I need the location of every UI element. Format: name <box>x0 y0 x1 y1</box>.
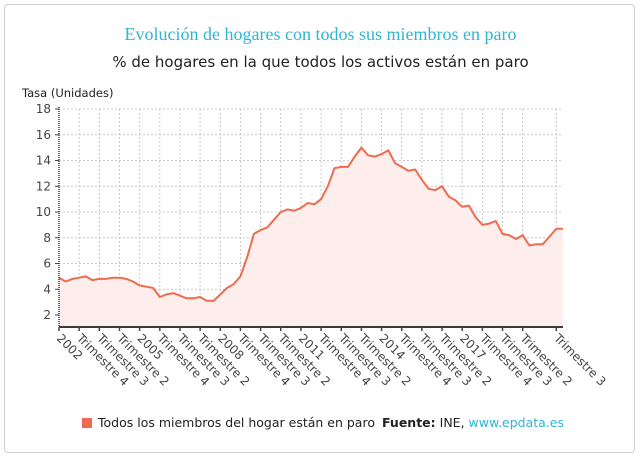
y-tick-label: 10 <box>36 205 51 219</box>
source-label: Fuente: <box>382 415 436 430</box>
y-tick-label: 18 <box>36 102 51 116</box>
y-tick-label: 4 <box>43 282 51 296</box>
series-area <box>59 147 563 327</box>
series-line <box>58 146 563 302</box>
chart-title: Evolución de hogares con todos sus miemb… <box>124 24 517 44</box>
chart-subtitle: % de hogares en la que todos los activos… <box>112 53 529 71</box>
y-tick-label: 12 <box>36 179 51 193</box>
y-tick-label: 16 <box>36 128 51 142</box>
y-axis-label: Tasa (Unidades) <box>22 86 114 100</box>
y-tick-label: 2 <box>43 308 51 322</box>
axes <box>58 107 563 328</box>
y-tick-label: 14 <box>36 154 51 168</box>
legend-swatch <box>82 417 92 428</box>
y-tick-label: 8 <box>43 231 51 245</box>
y-tick-label: 6 <box>43 257 51 271</box>
legend-label: Todos los miembros del hogar están en pa… <box>98 415 375 430</box>
source-text: INE, <box>439 415 465 430</box>
y-axis-ticks: 2 4 6 8 10 12 14 16 18 <box>36 102 59 322</box>
legend: Todos los miembros del hogar están en pa… <box>82 415 375 430</box>
source-credit: Fuente: INE, www.epdata.es <box>382 415 564 430</box>
source-link[interactable]: www.epdata.es <box>468 415 564 430</box>
